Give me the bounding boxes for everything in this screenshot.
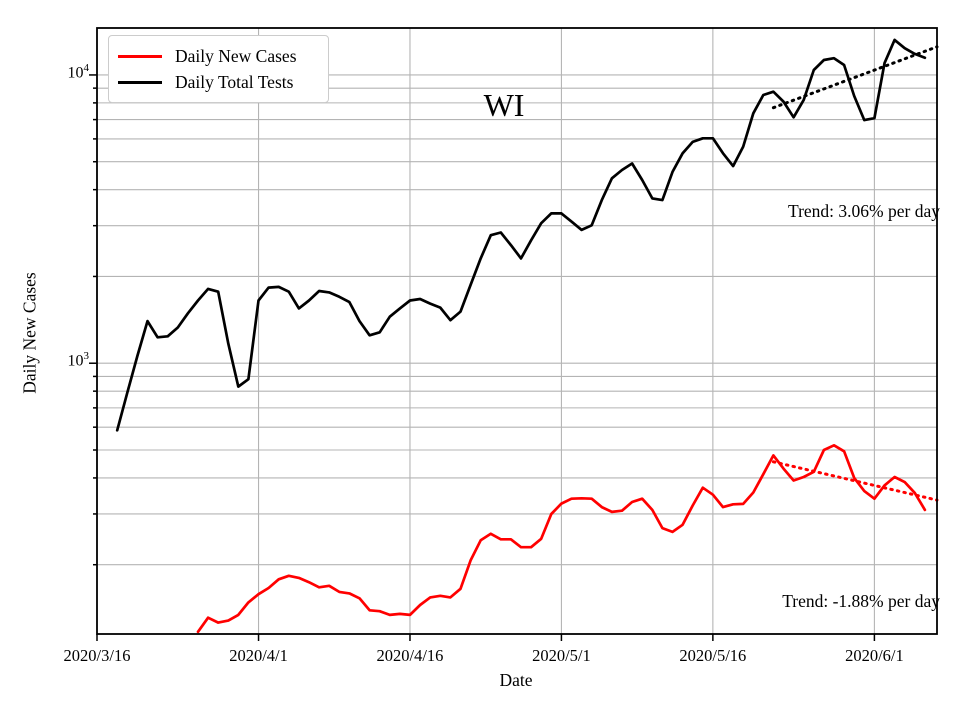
cases-trend-annotation: Trend: -1.88% per day	[782, 591, 940, 611]
x-tick-labels: 2020/3/16 2020/4/1 2020/4/16 2020/5/1 2020/5…	[64, 646, 904, 665]
series-daily-new-cases	[196, 443, 927, 634]
black-line-swatch-icon	[118, 80, 162, 84]
series-daily-total-tests	[115, 38, 927, 432]
x-axis-label: Date	[499, 670, 533, 690]
y-tick-label: 103	[67, 350, 90, 370]
y-axis-label: Daily New Cases	[19, 272, 40, 394]
series-daily-total-tests-trend	[771, 45, 939, 110]
red-line-swatch-icon	[118, 54, 162, 58]
x-tick-label: 2020/4/1	[229, 646, 288, 665]
x-tick-label: 2020/5/1	[532, 646, 591, 665]
plot-border	[96, 27, 938, 635]
chart-title: WI	[483, 87, 525, 123]
gridlines	[96, 28, 937, 634]
axis-ticks	[89, 74, 876, 641]
x-tick-label: 2020/6/1	[845, 646, 904, 665]
legend-label: Daily Total Tests	[175, 71, 294, 92]
legend-label: Daily New Cases	[175, 45, 297, 66]
legend-item-daily-total-tests: Daily Total Tests	[118, 69, 318, 95]
x-tick-label: 2020/3/16	[64, 646, 131, 665]
x-tick-label: 2020/4/16	[377, 646, 444, 665]
y-tick-label: 104	[67, 61, 90, 82]
series-daily-new-cases-trend	[771, 460, 939, 502]
x-tick-label: 2020/5/16	[679, 646, 746, 665]
legend-item-daily-new-cases: Daily New Cases	[118, 43, 318, 69]
legend: Daily New Cases Daily Total Tests	[108, 35, 329, 103]
tests-trend-annotation: Trend: 3.06% per day	[788, 201, 940, 221]
